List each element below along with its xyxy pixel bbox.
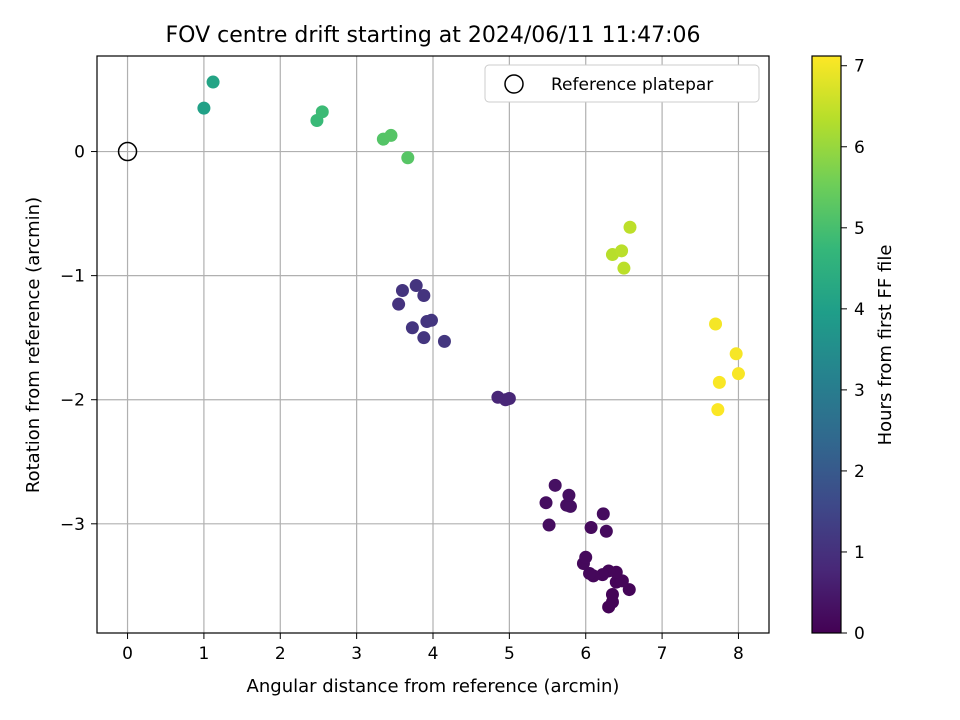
legend-entry-reference-platepar: Reference platepar	[551, 75, 713, 95]
data-point	[729, 347, 743, 361]
colorbar-tick-label: 7	[854, 57, 865, 77]
data-point	[424, 313, 438, 327]
colorbar-tick-label: 5	[854, 219, 865, 239]
data-point	[437, 334, 451, 348]
data-point	[542, 518, 556, 532]
data-point	[562, 488, 576, 502]
y-tick-label: 0	[74, 143, 85, 163]
data-point	[384, 128, 398, 142]
x-axis-label: Angular distance from reference (arcmin)	[247, 676, 620, 697]
data-point	[617, 261, 631, 275]
data-point	[548, 478, 562, 492]
x-tick-label: 4	[428, 644, 439, 664]
data-point	[206, 75, 220, 89]
colorbar-label: Hours from first FF file	[875, 245, 896, 446]
legend-box	[484, 64, 760, 103]
y-tick-label: −3	[60, 515, 85, 535]
colorbar-tick-label: 1	[854, 543, 865, 563]
data-point	[502, 391, 516, 405]
y-tick-label: −2	[60, 391, 85, 411]
data-point	[596, 507, 610, 521]
data-point	[583, 566, 597, 580]
data-point	[405, 321, 419, 335]
data-point	[417, 331, 431, 345]
colorbar-ticks: 0 1 2 3 4 5 6 7	[841, 57, 865, 644]
data-point	[615, 244, 629, 258]
colorbar-tick-label: 3	[854, 381, 865, 401]
y-tick-label: −1	[60, 267, 85, 287]
data-point	[409, 279, 423, 293]
data-point	[584, 521, 598, 535]
data-point	[709, 317, 723, 331]
data-point	[605, 588, 619, 602]
data-point	[731, 367, 745, 381]
x-axis-ticks: 0 1 2 3 4 5 6 7 8	[122, 633, 744, 664]
scatter-points	[197, 75, 745, 614]
data-point	[599, 524, 613, 538]
data-point	[712, 375, 726, 389]
legend: Reference platepar	[484, 64, 760, 103]
legend-marker-icon	[504, 74, 524, 94]
colorbar-tick-label: 6	[854, 138, 865, 158]
colorbar-tick-label: 2	[854, 462, 865, 482]
x-tick-label: 8	[733, 644, 744, 664]
data-point	[563, 499, 577, 513]
colorbar-tick-label: 0	[854, 624, 865, 644]
y-axis-label: Rotation from reference (arcmin)	[23, 197, 44, 493]
colorbar-tick-label: 4	[854, 300, 865, 320]
x-tick-label: 6	[580, 644, 591, 664]
y-axis-ticks: −3 −2 −1 0	[60, 143, 97, 535]
plot-area	[96, 55, 770, 634]
data-point	[711, 403, 725, 417]
data-point	[539, 496, 553, 510]
data-point	[417, 288, 431, 302]
data-point	[579, 550, 593, 564]
colorbar-fill	[811, 55, 842, 634]
data-point	[395, 284, 409, 298]
x-tick-label: 0	[122, 644, 133, 664]
x-tick-label: 3	[351, 644, 362, 664]
x-tick-label: 5	[504, 644, 515, 664]
reference-platepar-marker	[117, 141, 138, 162]
x-tick-label: 1	[198, 644, 209, 664]
x-tick-label: 7	[657, 644, 668, 664]
data-point	[392, 297, 406, 311]
y-gridlines	[97, 150, 769, 525]
data-point	[197, 101, 211, 115]
data-point	[622, 583, 636, 597]
x-gridlines	[126, 56, 740, 633]
data-point	[401, 151, 415, 165]
data-point	[623, 220, 637, 234]
colorbar: 0 1 2 3 4 5 6 7 Hours from first FF file	[811, 55, 896, 644]
chart-title: FOV centre drift starting at 2024/06/11 …	[166, 23, 701, 48]
x-tick-label: 2	[275, 644, 286, 664]
data-point	[315, 105, 329, 119]
